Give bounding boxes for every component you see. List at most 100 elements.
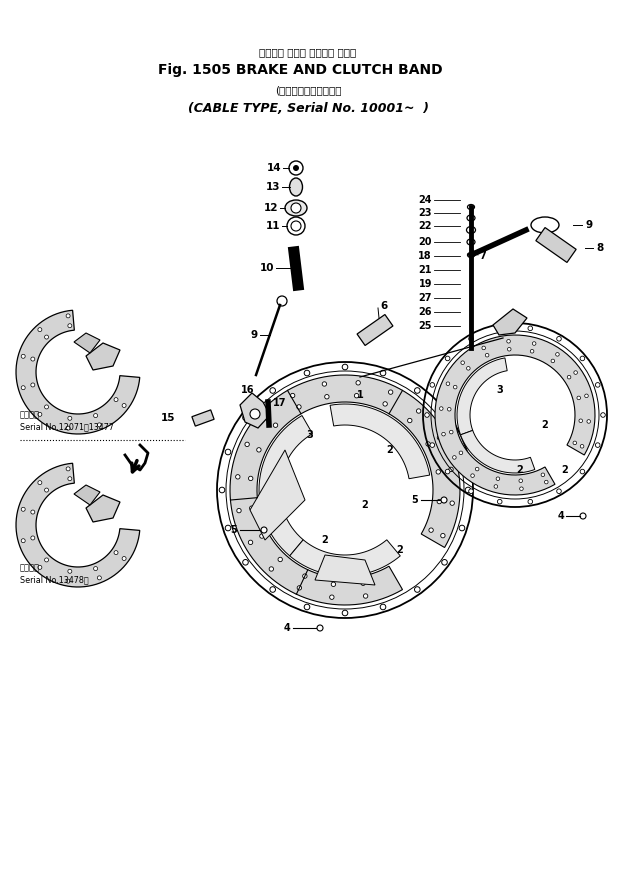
Circle shape	[277, 296, 287, 306]
Circle shape	[580, 444, 584, 448]
Circle shape	[44, 558, 49, 562]
Circle shape	[225, 525, 231, 530]
Circle shape	[38, 481, 42, 484]
Circle shape	[66, 426, 70, 430]
Circle shape	[94, 566, 97, 571]
Circle shape	[31, 536, 35, 540]
Polygon shape	[240, 393, 270, 428]
Circle shape	[257, 448, 261, 452]
Circle shape	[445, 469, 450, 474]
Polygon shape	[74, 333, 100, 353]
Circle shape	[293, 165, 299, 171]
Circle shape	[331, 582, 336, 586]
Circle shape	[532, 341, 536, 345]
Text: 25: 25	[418, 321, 432, 331]
Circle shape	[573, 441, 577, 445]
Text: 2: 2	[542, 420, 549, 430]
Text: 3: 3	[307, 430, 313, 440]
Circle shape	[507, 348, 511, 351]
Circle shape	[496, 477, 500, 481]
Circle shape	[270, 587, 276, 592]
Circle shape	[21, 507, 25, 511]
Circle shape	[304, 604, 310, 610]
Circle shape	[68, 570, 72, 573]
Text: 21: 21	[418, 265, 432, 275]
Text: 7: 7	[479, 251, 486, 261]
Circle shape	[21, 354, 25, 358]
Circle shape	[325, 395, 329, 399]
Circle shape	[225, 449, 231, 455]
Text: 2: 2	[397, 545, 404, 555]
Polygon shape	[357, 314, 393, 346]
Ellipse shape	[285, 200, 307, 216]
Polygon shape	[230, 375, 460, 605]
Polygon shape	[86, 495, 120, 522]
Circle shape	[408, 418, 412, 422]
Text: ブレーキ および クラッチ バンド: ブレーキ および クラッチ バンド	[259, 47, 357, 57]
Circle shape	[237, 509, 241, 513]
Circle shape	[497, 499, 502, 504]
Circle shape	[66, 579, 70, 583]
Circle shape	[580, 356, 585, 361]
Circle shape	[429, 528, 433, 532]
Circle shape	[579, 419, 582, 422]
Text: 23: 23	[418, 208, 432, 218]
Text: Serial No.12071～13477: Serial No.12071～13477	[20, 422, 114, 431]
Circle shape	[459, 525, 465, 530]
Circle shape	[44, 405, 49, 408]
Circle shape	[442, 559, 447, 565]
Circle shape	[595, 382, 600, 388]
Circle shape	[453, 385, 457, 389]
Circle shape	[303, 574, 307, 578]
Circle shape	[66, 467, 70, 471]
Circle shape	[415, 388, 420, 394]
Ellipse shape	[468, 205, 474, 210]
Circle shape	[322, 381, 326, 386]
Circle shape	[441, 497, 447, 503]
Circle shape	[530, 349, 534, 353]
Text: 4: 4	[283, 623, 290, 633]
Text: 24: 24	[418, 195, 432, 205]
Text: 26: 26	[418, 307, 432, 317]
Circle shape	[447, 408, 451, 411]
Circle shape	[261, 527, 267, 533]
Circle shape	[260, 534, 264, 538]
Circle shape	[471, 474, 474, 477]
Text: 10: 10	[260, 263, 274, 273]
Circle shape	[249, 506, 254, 510]
Circle shape	[595, 442, 600, 448]
Circle shape	[389, 390, 393, 395]
Circle shape	[442, 432, 445, 436]
Circle shape	[44, 488, 49, 492]
Circle shape	[466, 367, 470, 370]
Circle shape	[567, 375, 571, 379]
Circle shape	[317, 625, 323, 631]
Circle shape	[482, 346, 486, 350]
Circle shape	[356, 381, 360, 385]
Circle shape	[544, 480, 548, 484]
Circle shape	[219, 487, 225, 493]
Circle shape	[415, 587, 420, 592]
Circle shape	[250, 409, 260, 419]
Circle shape	[585, 394, 588, 398]
Circle shape	[520, 487, 523, 490]
Ellipse shape	[289, 178, 302, 196]
Text: 9: 9	[585, 220, 592, 230]
Polygon shape	[74, 485, 100, 505]
Circle shape	[437, 499, 442, 503]
Circle shape	[245, 442, 249, 447]
Polygon shape	[259, 415, 312, 556]
Circle shape	[541, 473, 545, 476]
Text: 27: 27	[418, 293, 432, 303]
Text: 6: 6	[380, 301, 387, 311]
Circle shape	[380, 370, 386, 375]
Text: (ケーブル式、適用号機: (ケーブル式、適用号機	[275, 85, 341, 95]
Circle shape	[278, 557, 283, 562]
Circle shape	[445, 356, 450, 361]
Circle shape	[289, 161, 303, 175]
Circle shape	[38, 565, 42, 570]
Circle shape	[342, 364, 348, 370]
Circle shape	[383, 402, 387, 406]
Circle shape	[465, 487, 471, 493]
Circle shape	[68, 476, 72, 481]
